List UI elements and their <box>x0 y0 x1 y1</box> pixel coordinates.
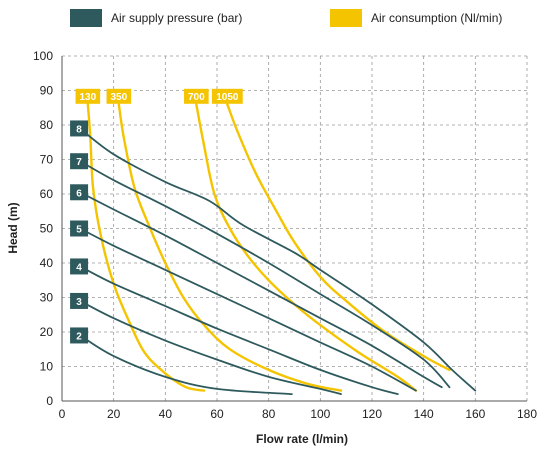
consumption-badge-label: 130 <box>79 92 96 103</box>
grid <box>62 55 528 401</box>
pressure-badge-label: 2 <box>76 331 82 342</box>
pressure-badge-7 <box>70 153 89 170</box>
legend-label-pressure: Air supply pressure (bar) <box>111 11 242 25</box>
pressure-line-7 <box>79 160 451 389</box>
x-tick-label: 160 <box>465 407 485 421</box>
x-tick-label: 80 <box>262 407 276 421</box>
x-tick-label: 20 <box>107 407 121 421</box>
consumption-badge-label: 1050 <box>216 92 239 103</box>
pressure-badge-6 <box>70 184 89 201</box>
consumption-badge-350 <box>106 88 132 104</box>
consumption-line-130 <box>86 103 206 392</box>
y-tick-label: 60 <box>40 187 54 201</box>
pressure-badge-label: 8 <box>76 124 82 135</box>
x-tick-label: 180 <box>517 407 537 421</box>
pressure-badge-8 <box>70 120 89 137</box>
pressure-badge-label: 4 <box>76 262 82 273</box>
pressure-badge-2 <box>70 327 89 344</box>
x-tick-label: 40 <box>159 407 173 421</box>
pressure-line-4 <box>79 265 399 395</box>
x-tick-label: 0 <box>59 407 66 421</box>
x-tick-label: 60 <box>210 407 224 421</box>
pressure-line-2 <box>79 334 293 395</box>
x-axis-title: Flow rate (l/min) <box>256 432 348 446</box>
pressure-badge-3 <box>70 292 89 309</box>
pressure-badge-label: 5 <box>76 225 82 236</box>
legend-swatch-consumption <box>330 9 362 27</box>
consumption-badge-label: 700 <box>188 92 205 103</box>
y-axis-title: Head (m) <box>6 202 20 253</box>
pressure-line-6 <box>79 191 443 389</box>
pressure-badge-label: 3 <box>76 297 82 308</box>
x-tick-label: 120 <box>362 407 382 421</box>
legend: Air supply pressure (bar) Air consumptio… <box>70 9 502 27</box>
legend-swatch-pressure <box>70 9 102 27</box>
axes: 0 20 40 60 80 100 120 140 160 180 0 10 20 30 40 50 60 70 8… <box>33 49 537 421</box>
pressure-badge-4 <box>70 258 89 275</box>
y-tick-label: 30 <box>40 291 54 305</box>
pressure-badge-5 <box>70 220 89 237</box>
y-tick-label: 10 <box>40 360 54 374</box>
consumption-line-700 <box>195 103 418 392</box>
y-tick-label: 70 <box>40 153 54 167</box>
consumption-badge-label: 350 <box>110 92 127 103</box>
consumption-line-1050 <box>226 103 451 372</box>
series <box>79 103 477 395</box>
y-tick-label: 80 <box>40 118 54 132</box>
pressure-badge-label: 7 <box>76 157 82 168</box>
pressure-line-8 <box>79 127 477 392</box>
consumption-badge-700 <box>184 88 209 104</box>
x-tick-label: 100 <box>310 407 330 421</box>
consumption-badge-130 <box>75 88 101 104</box>
series-badges: 2 3 4 5 6 7 8 130 350 700 1050 <box>70 88 243 344</box>
y-tick-label: 40 <box>40 256 54 270</box>
legend-label-consumption: Air consumption (Nl/min) <box>371 11 502 25</box>
pressure-line-3 <box>79 300 342 395</box>
y-tick-label: 100 <box>33 49 53 63</box>
pressure-badge-label: 6 <box>76 188 82 199</box>
consumption-badge-1050 <box>211 88 243 104</box>
y-tick-label: 20 <box>40 325 54 339</box>
consumption-line-350 <box>117 103 343 392</box>
y-tick-label: 90 <box>40 84 54 98</box>
pressure-line-5 <box>79 227 417 392</box>
y-tick-label: 0 <box>46 394 53 408</box>
x-tick-label: 140 <box>414 407 434 421</box>
y-tick-label: 50 <box>40 222 54 236</box>
